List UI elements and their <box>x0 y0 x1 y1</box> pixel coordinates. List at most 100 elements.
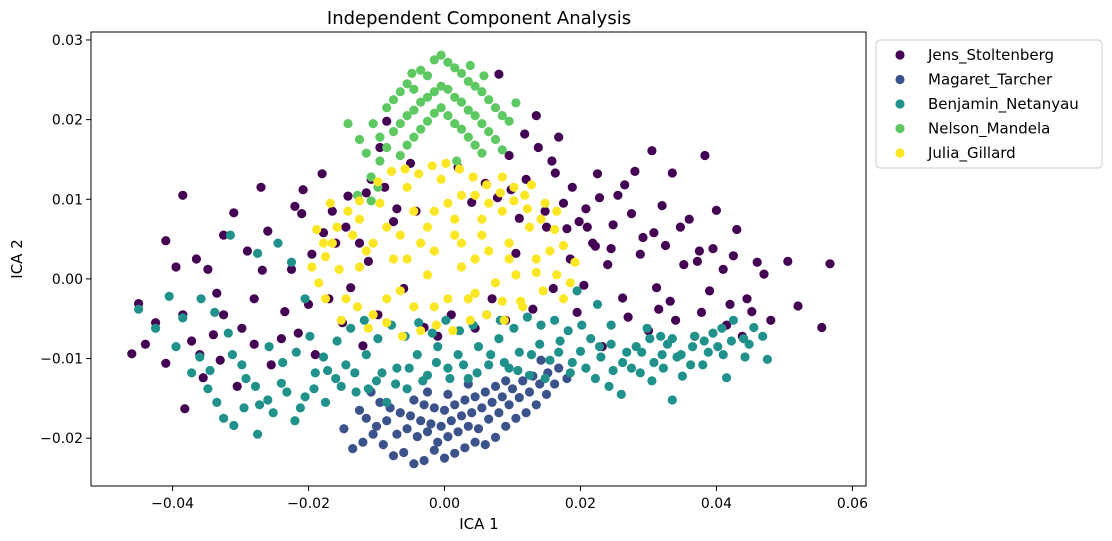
data-point <box>762 354 773 364</box>
data-point <box>524 370 535 380</box>
data-point <box>436 103 446 113</box>
data-point <box>441 158 451 168</box>
data-point <box>511 98 521 108</box>
data-point <box>626 363 637 373</box>
data-point <box>219 230 229 240</box>
data-point <box>256 182 266 192</box>
data-point <box>711 205 722 215</box>
data-point <box>484 360 494 370</box>
data-point <box>409 132 419 142</box>
data-point <box>744 339 754 349</box>
data-point <box>554 347 564 357</box>
data-point <box>520 129 530 139</box>
data-point <box>596 352 606 362</box>
data-point <box>766 315 776 325</box>
data-point <box>312 224 322 235</box>
data-point <box>327 238 337 248</box>
data-point <box>473 342 484 352</box>
data-point <box>354 134 365 145</box>
data-point <box>436 50 446 60</box>
data-point <box>472 368 482 378</box>
data-point <box>618 293 628 303</box>
data-point <box>395 150 405 161</box>
data-point <box>297 209 307 219</box>
data-point <box>332 222 342 232</box>
data-point <box>749 322 759 333</box>
data-point <box>443 294 453 304</box>
data-point <box>684 214 694 224</box>
data-point <box>187 368 197 378</box>
data-point <box>524 222 535 232</box>
data-point <box>375 397 385 407</box>
data-point <box>499 315 509 325</box>
data-point <box>690 331 700 341</box>
data-point <box>497 145 507 155</box>
data-point <box>450 448 460 458</box>
data-point <box>518 376 528 386</box>
data-point <box>470 288 480 298</box>
data-point <box>450 230 460 240</box>
data-point <box>382 222 392 232</box>
data-point <box>613 190 623 200</box>
data-point <box>219 310 229 320</box>
data-point <box>554 363 564 373</box>
data-point <box>416 124 426 134</box>
data-point <box>504 150 514 161</box>
data-point <box>395 408 405 418</box>
data-point <box>418 376 428 386</box>
data-point <box>255 400 265 410</box>
data-point <box>215 355 225 365</box>
data-point <box>307 249 317 259</box>
data-point <box>320 252 331 262</box>
data-point <box>377 368 387 378</box>
data-point <box>454 164 465 174</box>
data-point <box>688 342 698 352</box>
data-point <box>652 283 662 293</box>
data-point <box>531 400 541 410</box>
data-point <box>273 238 283 248</box>
data-point <box>388 95 399 105</box>
data-point <box>511 413 521 423</box>
data-point <box>416 416 426 426</box>
data-point <box>343 206 353 216</box>
data-point <box>552 206 562 216</box>
data-point <box>429 206 439 216</box>
data-point <box>427 161 437 171</box>
data-point <box>575 346 586 356</box>
data-point <box>419 455 429 466</box>
data-point <box>405 411 416 421</box>
data-point <box>536 214 546 224</box>
data-point <box>540 373 550 384</box>
data-point <box>402 182 412 192</box>
data-point <box>497 172 507 182</box>
data-point <box>577 320 587 330</box>
data-point <box>514 213 524 223</box>
data-point <box>331 373 341 384</box>
data-point <box>412 350 422 360</box>
data-point <box>793 301 803 311</box>
data-point <box>336 315 346 325</box>
data-point <box>320 294 331 304</box>
data-point <box>594 342 605 352</box>
data-point <box>522 312 533 322</box>
data-point <box>164 291 174 301</box>
data-point <box>191 254 201 264</box>
data-point <box>497 296 507 306</box>
data-point <box>526 350 537 360</box>
data-point <box>351 387 361 397</box>
data-point <box>477 87 487 97</box>
data-point <box>343 191 353 201</box>
data-point <box>227 350 237 360</box>
data-point <box>286 264 297 274</box>
data-point <box>531 254 541 264</box>
data-point <box>354 196 365 206</box>
data-point <box>290 201 300 211</box>
data-point <box>276 334 286 344</box>
data-point <box>361 350 371 360</box>
data-point <box>402 424 412 434</box>
data-point <box>241 373 251 384</box>
data-point <box>490 381 501 391</box>
data-point <box>694 246 705 256</box>
data-point <box>470 254 480 264</box>
data-point <box>253 429 263 439</box>
